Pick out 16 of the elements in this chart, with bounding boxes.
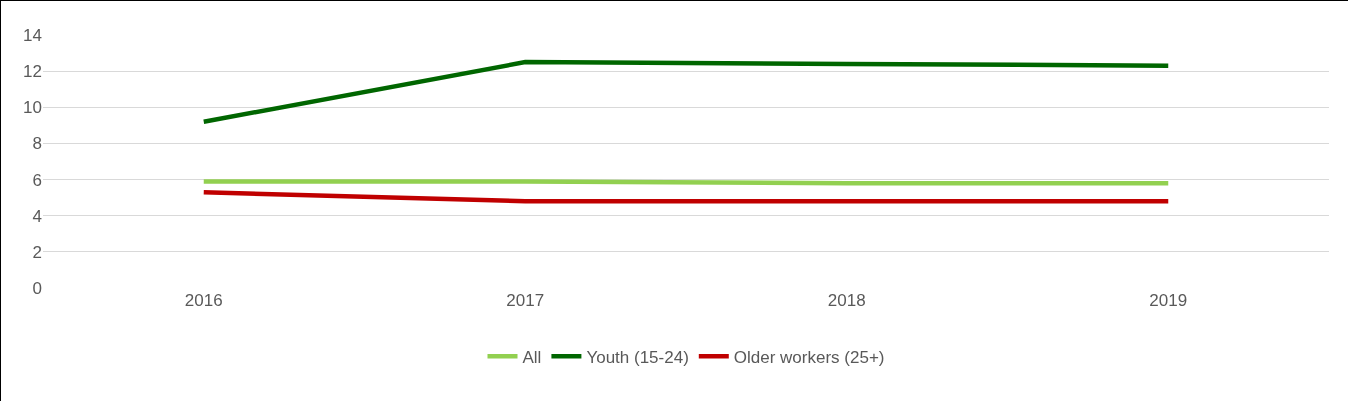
y-tick-label: 8: [32, 134, 42, 154]
y-tick-label: 0: [32, 278, 42, 298]
y-tick-label: 4: [32, 206, 42, 226]
x-tick-label: 2016: [184, 291, 223, 310]
x-tick-label: 2018: [827, 291, 866, 310]
x-tick-label: 2017: [506, 291, 545, 310]
y-tick-label: 10: [23, 98, 42, 118]
legend-label: All: [522, 347, 542, 367]
y-tick-label: 14: [23, 25, 42, 45]
x-tick-label: 2019: [1149, 291, 1188, 310]
y-tick-label: 2: [32, 242, 42, 262]
line-series: [201, 59, 1171, 124]
y-tick-label: 12: [23, 62, 42, 82]
y-tick-label: 6: [32, 170, 42, 190]
legend-label: Youth (15-24): [586, 347, 689, 367]
legend-label: Older workers (25+): [733, 347, 885, 367]
